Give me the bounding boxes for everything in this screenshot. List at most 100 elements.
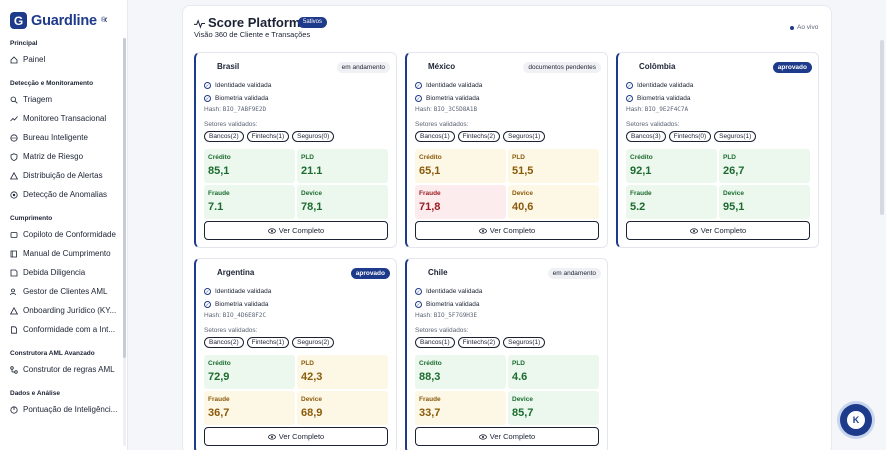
book-icon [10,250,18,258]
rules-icon [10,365,18,374]
biometric-label: Biometria validada [215,95,269,102]
view-complete-label: Ver Completo [489,432,536,441]
brand[interactable]: G Guardline ® [10,12,106,29]
metric-value: 92,1 [630,165,652,177]
chile-flag-icon [415,270,424,276]
sector-chips: Bancos(1) Fintechs(2) Seguros(1) [415,131,546,142]
sidebar-item-label: Copiloto de Conformidade [23,230,116,239]
sidebar-item-triagem[interactable]: Triagem [0,90,122,109]
sector-chip: Bancos(2) [204,131,244,142]
page-scrollbar[interactable] [880,40,884,215]
metrics-grid: Crédito 88,3 PLD 4.6 Fraude 33,7 Device … [415,355,599,425]
view-complete-button[interactable]: Ver Completo [204,427,388,446]
sector-chip: Bancos(1) [415,131,455,142]
biometric-check: ✓ Biometria validada [204,95,268,102]
check-circle-icon: ✓ [626,95,633,102]
identity-label: Identidade validada [426,288,483,295]
metric-credit: Crédito 72,9 [204,355,295,389]
sector-chip: Seguros(1) [503,131,546,142]
view-complete-label: Ver Completo [278,432,325,441]
metric-label: PLD [723,154,736,161]
hash-prefix: Hash: [204,312,221,319]
sector-chip: Fintechs(0) [668,131,712,142]
metric-pld: PLD 21.1 [297,149,388,183]
sidebar-item-manual-de-cumprimento[interactable]: Manual de Cumprimento [0,244,122,263]
sidebar-item-painel[interactable]: Painel [0,50,122,69]
metric-pld: PLD 51,5 [508,149,599,183]
sidebar-item-distribuicao-de-alertas[interactable]: Distribuição de Alertas [0,166,122,185]
status-badge: documentos pendentes [523,62,601,73]
search-icon [10,96,18,104]
pulse-icon [194,19,205,29]
metric-value: 72,9 [208,371,230,383]
sidebar-item-label: Debida Diligencia [23,268,86,277]
sidebar-item-monitoreo-transacional[interactable]: Monitoreo Transacional [0,109,122,128]
eye-icon [267,433,276,440]
page-subtitle: Visão 360 de Cliente e Transações [194,30,311,39]
sidebar-item-copiloto-de-conformidade[interactable]: Copiloto de Conformidade [0,225,122,244]
card-header: Colômbia [626,62,675,71]
sidebar-item-gestor-de-clientes-aml[interactable]: Gestor de Clientes AML [0,282,122,301]
metric-credit: Crédito 92,1 [626,149,717,183]
sidebar-item-label: Onboarding Jurídico (KY... [23,306,117,315]
sidebar-item-pontuacao-de-inteligenci[interactable]: Pontuação de Inteligênci... [0,400,122,419]
check-circle-icon: ✓ [415,301,422,308]
guardline-logo-icon: G [10,12,27,29]
sector-chip: Bancos(2) [204,337,244,348]
document-icon [10,325,18,334]
sidebar-item-matriz-de-riesgo[interactable]: Matriz de Riesgo [0,147,122,166]
metric-label: Fraude [630,190,652,197]
metric-label: PLD [301,154,314,161]
metric-label: PLD [512,360,525,367]
country-name: México [428,62,456,71]
status-badge: em andamento [336,62,390,73]
identity-check: ✓ Identidade validada [415,288,482,295]
metric-pld: PLD 42,3 [297,355,388,389]
check-circle-icon: ✓ [415,288,422,295]
live-dot-icon [790,25,794,30]
country-card-colombia: Colômbia aprovado ✓ Identidade validada ✓… [616,52,819,248]
sidebar-section-spacer [0,419,122,428]
sidebar-section-spacer [0,379,122,388]
metric-value: 88,3 [419,371,441,383]
view-complete-button[interactable]: Ver Completo [626,221,810,240]
sector-chip: Seguros(1) [503,337,546,348]
sectors-label: Setores validados: [415,327,469,334]
metric-value: 85,7 [512,407,534,419]
brand-name: Guardline [31,12,97,29]
view-complete-button[interactable]: Ver Completo [204,221,388,240]
assistant-fab-button[interactable]: K [840,404,872,436]
sidebar-item-conformidade-com-a-int[interactable]: Conformidade com a Int... [0,320,122,339]
sidebar-scroll-thumb[interactable] [123,38,126,358]
sector-chip: Fintechs(1) [246,337,290,348]
sidebar-item-label: Distribuição de Alertas [23,171,103,180]
view-complete-label: Ver Completo [700,226,747,235]
active-count-badge: 5ativos [298,17,328,28]
sector-chip: Fintechs(2) [457,337,501,348]
metric-value: 71,8 [419,201,441,213]
sidebar-item-label: Bureau Inteligente [23,133,88,142]
biometric-label: Biometria validada [215,301,269,308]
sidebar-section-title: Construtora AML Avanzado [10,350,95,357]
metric-credit: Crédito 65,1 [415,149,506,183]
sidebar-item-bureau-inteligente[interactable]: Bureau Inteligente [0,128,122,147]
view-complete-button[interactable]: Ver Completo [415,427,599,446]
assistant-fab-label: K [847,411,865,429]
view-complete-button[interactable]: Ver Completo [415,221,599,240]
metric-label: Fraude [208,396,230,403]
biometric-check: ✓ Biometria validada [415,95,479,102]
collapse-sidebar-icon[interactable]: ‹ [104,14,108,26]
shield-icon [10,152,18,161]
sidebar-item-construtor-de-regras-aml[interactable]: Construtor de regras AML [0,360,122,379]
metric-label: Crédito [419,360,442,367]
sector-chips: Bancos(3) Fintechs(0) Seguros(1) [626,131,757,142]
sidebar-item-debida-diligencia[interactable]: Debida Diligencia [0,263,122,282]
target-icon [10,190,18,199]
trend-icon [10,115,18,123]
country-name: Argentina [217,268,255,277]
sidebar-item-deteccao-de-anomalias[interactable]: Detecção de Anomalias [0,185,122,204]
metric-pld: PLD 26,7 [719,149,810,183]
metric-label: PLD [512,154,525,161]
sector-chip: Bancos(1) [415,337,455,348]
sidebar-item-onboarding-juridico-ky[interactable]: Onboarding Jurídico (KY... [0,301,122,320]
